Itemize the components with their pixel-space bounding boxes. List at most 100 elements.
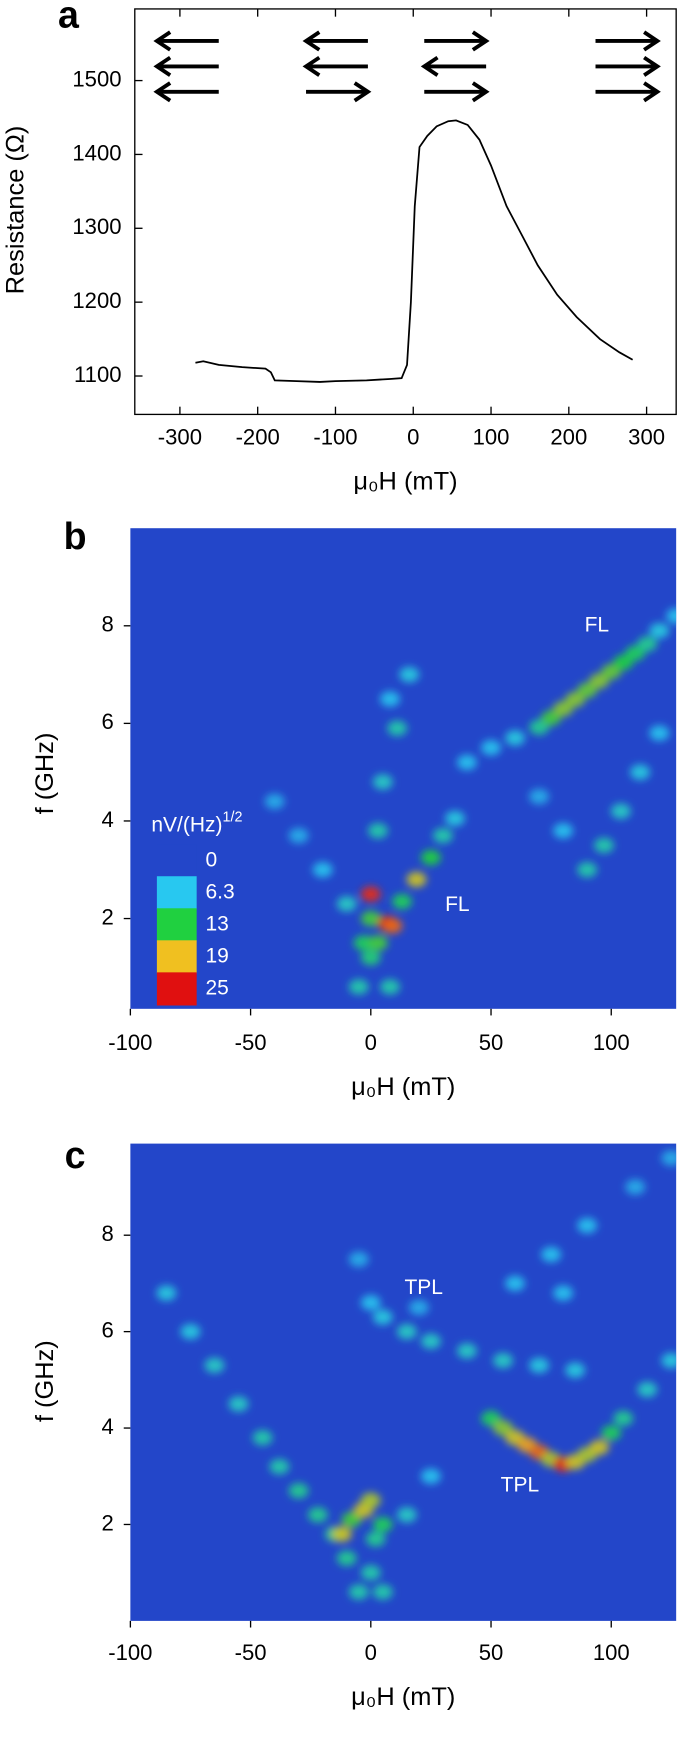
heatmap-spot [420,1468,441,1484]
colorbar-tick-label: 13 [206,912,229,935]
x-axis-label: μ₀H (mT) [351,1683,455,1711]
y-tick-label: 1300 [72,214,121,239]
spin-arrow-head [643,55,661,77]
spin-arrow-head [643,30,661,52]
heatmap-spot [396,1323,417,1340]
heatmap-spot [420,849,441,866]
heatmap-spot [666,608,677,624]
heatmap-spot [565,1362,586,1378]
annotation: FL [445,893,470,916]
x-axis-label: μ₀H (mT) [353,468,457,496]
heatmap-spot [637,1381,658,1398]
heatmap-spot [307,1507,328,1523]
spin-arrow-head [353,81,372,103]
heatmap-spot [649,725,670,741]
heatmap-spot [529,1357,550,1374]
heatmap-spot [637,636,658,652]
x-tick-label: -50 [235,1640,267,1665]
heatmap-spot [399,666,420,683]
spin-arrow-head [302,30,321,52]
x-tick-label: -100 [108,1030,152,1055]
heatmap-spot [387,720,408,736]
annotation: TPL [404,1276,442,1299]
heatmap-spot [577,862,598,878]
heatmap-spot [368,935,388,951]
heatmap-spot [408,1299,429,1316]
x-tick-label: -50 [235,1030,267,1055]
x-tick-label: -100 [313,425,357,450]
heatmap-spot [396,1507,417,1523]
heatmap-spot [372,1516,393,1533]
spin-arrow-head [471,30,490,52]
x-tick-label: 0 [407,425,419,450]
x-axis-label: μ₀H (mT) [351,1073,455,1101]
heatmap-spot [589,1439,610,1456]
heatmap-spot [406,871,427,888]
heatmap-spot [630,764,651,780]
heatmap-spot [348,979,369,995]
y-axis-label: f (GHz) [31,1340,59,1422]
heatmap-features [264,608,677,995]
heatmap-spot [553,822,574,839]
heatmap-spot [613,1410,634,1427]
heatmap-spot [156,1285,177,1301]
x-tick-label: 50 [479,1030,504,1055]
heatmap-spot [493,1352,513,1369]
x-tick-label: 200 [550,425,587,450]
heatmap-spot [625,1179,646,1195]
heatmap-spot [269,1458,290,1475]
y-tick-label: 6 [102,709,114,734]
heatmap-spot [252,1429,273,1446]
colorbar-swatch [156,876,197,910]
x-tick-label: 100 [593,1640,630,1665]
heatmap-spot [204,1357,225,1374]
heatmap-spot [180,1323,201,1340]
heatmap-spot [228,1396,249,1412]
colorbar-tick-label: 0 [206,848,218,871]
heatmap-spot [360,910,381,927]
colorbar-tick-label: 19 [206,944,229,967]
y-tick-label: 1200 [72,288,121,313]
heatmap-spot [348,1251,369,1268]
heatmap-spot [661,1150,677,1166]
heatmap-spot [432,827,453,844]
heatmap-spot [493,1420,513,1436]
heatmap-spot [372,774,393,790]
heatmap-spot [457,754,477,771]
heatmap-spot [380,979,400,995]
colorbar-tick-label: 25 [206,976,229,999]
heatmap-features [156,1150,677,1600]
y-tick-label: 2 [102,904,114,929]
y-tick-label: 8 [102,1221,114,1246]
colorbar-label: nV/(Hz)1/2 [151,809,242,835]
spin-arrow-head [471,81,490,103]
heatmap-spot [529,788,550,805]
heatmap-spot [365,1531,386,1547]
heatmap-spot [372,1584,393,1600]
heatmap-background [130,1143,677,1621]
heatmap-spot [360,1294,381,1311]
heatmap-background [130,528,677,1009]
heatmap-spot [372,1309,393,1325]
y-axis-label: f (GHz) [31,733,59,815]
y-tick-label: 2 [102,1510,114,1535]
spin-arrow-head [153,81,172,103]
heatmap-spot [336,1550,357,1566]
colorbar-label-text: nV/(Hz) [151,813,222,836]
x-tick-label: 50 [479,1640,504,1665]
heatmap-spot [445,810,465,827]
spin-arrow-head [153,55,172,77]
heatmap-spot [457,1343,477,1359]
heatmap-blobs [264,608,677,995]
panel-label: c [65,1134,86,1176]
y-tick-label: 4 [102,807,114,832]
heatmap-spot [312,862,333,878]
heatmap-spot [661,1352,677,1369]
heatmap-blobs [156,1150,677,1600]
heatmap-spot [332,1526,352,1542]
y-tick-label: 8 [102,612,114,637]
spin-arrow-head [153,30,172,52]
heatmap-spot [353,935,374,951]
